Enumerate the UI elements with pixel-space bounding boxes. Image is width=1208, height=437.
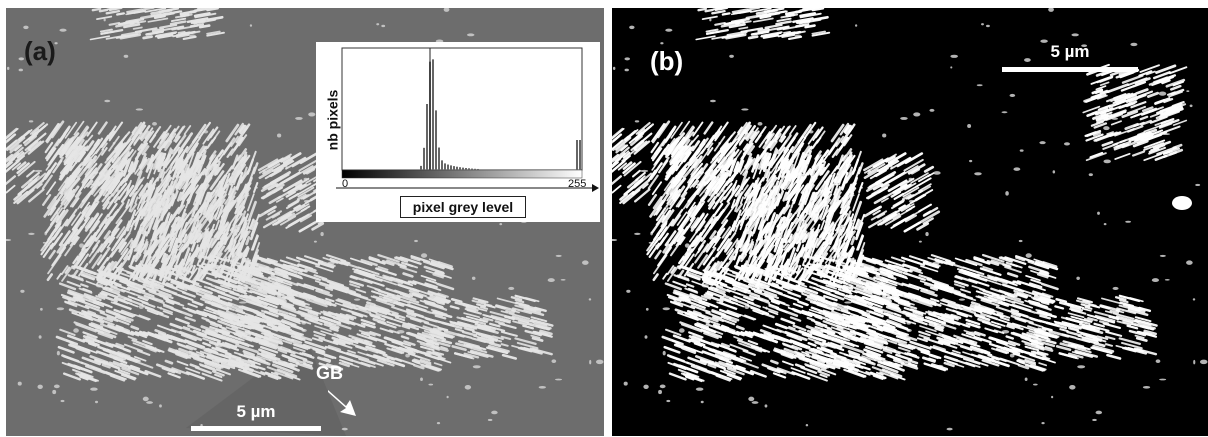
histogram-tick-max: 255 [568,178,587,190]
histogram-plot [336,47,599,192]
panel-a-label: (a) [24,36,56,66]
histogram-tick-min: 0 [342,178,349,190]
histogram-inset: nb pixels 0 255 pixel grey level [316,42,600,222]
histogram-x-axis-label: pixel grey level [400,196,526,218]
binary-texture-b [612,8,1208,431]
scale-bar-a-text: 5 µm [236,402,276,421]
binary-image-panel-b: (b) 5 µm [612,8,1208,436]
panel-b-label: (b) [650,46,684,76]
scale-bar-b-text: 5 µm [1050,42,1090,61]
micrograph-panel-a: (a) nb pixels 0 255 pixel grey level GB … [6,8,604,436]
scale-bar-b-line [1002,67,1138,72]
scale-bar-a-line [191,426,321,431]
micrograph-texture-a [6,8,604,436]
grain-boundary-arrow-icon [328,390,356,416]
grain-boundary-label: GB [316,363,343,383]
histogram-y-axis-label: nb pixels [324,89,341,151]
